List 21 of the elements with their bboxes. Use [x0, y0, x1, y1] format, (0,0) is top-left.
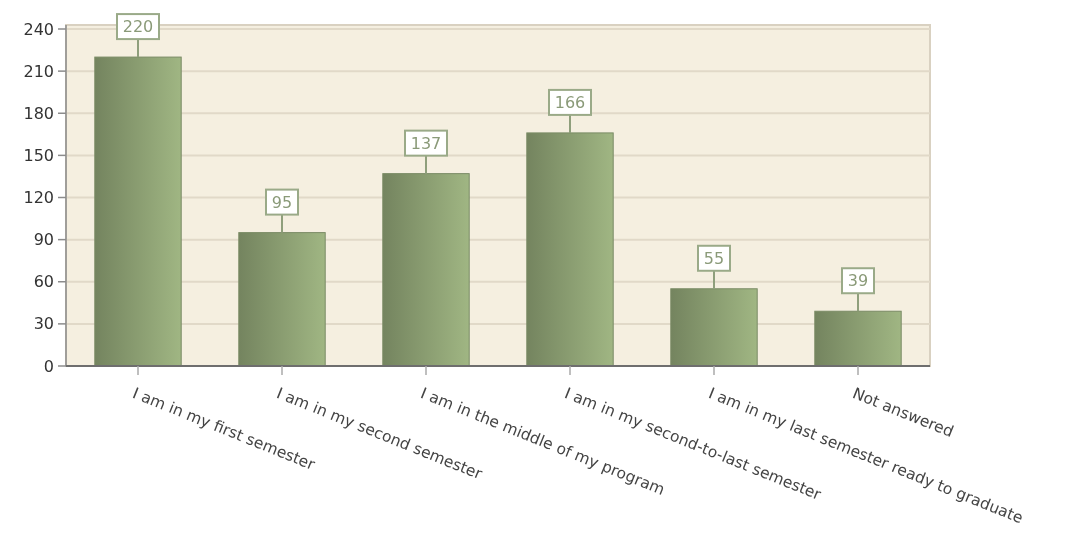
y-tick-label: 60	[33, 272, 54, 292]
y-tick-label: 240	[23, 19, 54, 39]
bar	[526, 132, 614, 367]
y-tick-label: 120	[23, 188, 54, 208]
data-label: 137	[410, 133, 442, 153]
bar	[814, 310, 902, 367]
bar	[94, 56, 182, 367]
y-tick-label: 150	[23, 145, 54, 165]
bar	[238, 232, 326, 367]
data-label: 220	[122, 17, 154, 37]
bar	[670, 288, 758, 367]
y-tick-label: 30	[33, 314, 54, 334]
y-tick-label: 90	[33, 230, 54, 250]
bar	[382, 173, 470, 367]
y-tick-label: 210	[23, 61, 54, 81]
data-label: 95	[271, 192, 293, 212]
y-tick-label: 0	[43, 356, 54, 376]
y-tick-label: 180	[23, 103, 54, 123]
data-label: 55	[703, 249, 725, 269]
data-label: 39	[847, 271, 869, 291]
data-label: 166	[554, 93, 586, 113]
